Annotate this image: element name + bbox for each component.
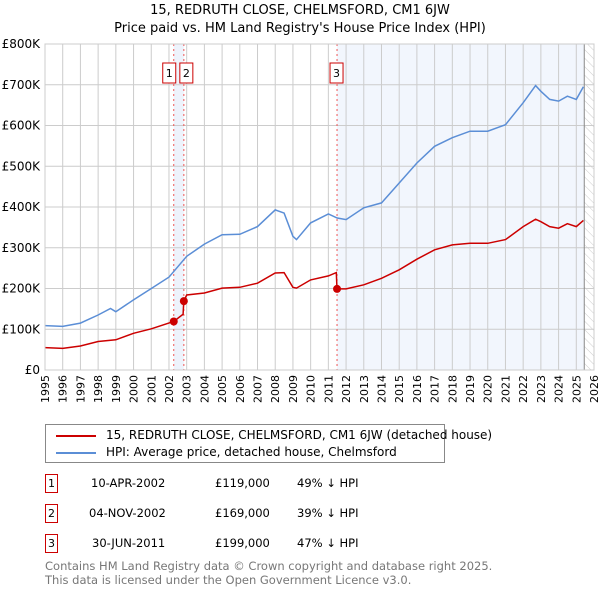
x-tick-label: 2021 (499, 375, 512, 403)
x-tick-label: 2018 (446, 375, 459, 403)
x-tick-label: 2003 (181, 375, 194, 403)
sale-price: £199,000 (215, 536, 270, 550)
legend-label: HPI: Average price, detached house, Chel… (106, 445, 397, 459)
y-tick-label: £300K (2, 241, 42, 255)
sale-row: 3 30-JUN-2011 £199,000 47% ↓ HPI (45, 534, 600, 556)
y-tick-label: £100K (2, 322, 42, 336)
sale-hpi-diff: 47% ↓ HPI (297, 536, 359, 550)
sale-label-box (179, 62, 194, 84)
hpi-line (44, 84, 585, 328)
sale-label-box (162, 62, 177, 84)
x-tick-label: 2002 (163, 375, 176, 403)
plot-border (44, 43, 595, 371)
x-tick-label: 2012 (340, 375, 353, 403)
sale-point (169, 317, 178, 326)
sale-hpi-diff: 39% ↓ HPI (297, 506, 359, 520)
x-tick-label: 1999 (110, 375, 123, 403)
sale-label: 1 (166, 67, 173, 80)
y-tick-label: £200K (2, 282, 42, 296)
sale-point (333, 284, 342, 293)
x-tick-label: 2001 (145, 375, 158, 403)
x-tick-label: 1995 (39, 375, 52, 403)
sale-date: 30-JUN-2011 (92, 536, 166, 550)
sale-hpi-diff: 49% ↓ HPI (297, 476, 359, 490)
x-tick-label: 2023 (535, 375, 548, 403)
footer-copyright: Contains HM Land Registry data © Crown c… (45, 559, 493, 573)
sale-badge: 3 (45, 534, 58, 553)
sale-row: 2 04-NOV-2002 £169,000 39% ↓ HPI (45, 504, 600, 526)
legend-label: 15, REDRUTH CLOSE, CHELMSFORD, CM1 6JW (… (106, 428, 493, 442)
x-tick-label: 2024 (553, 375, 566, 403)
sale-price: £169,000 (215, 506, 270, 520)
sale-row: 1 10-APR-2002 £119,000 49% ↓ HPI (45, 474, 600, 496)
sale-price: £119,000 (215, 476, 270, 490)
y-tick-label: £0 (25, 363, 40, 377)
x-tick-label: 2025 (570, 375, 583, 403)
sale-badge: 1 (45, 474, 58, 493)
x-tick-label: 2014 (375, 375, 388, 403)
sale-point (179, 297, 188, 306)
legend-swatch-blue (56, 451, 96, 454)
sale-badge: 2 (45, 504, 58, 523)
chart-subtitle: Price paid vs. HM Land Registry's House … (114, 21, 486, 36)
x-tick-label: 2005 (216, 375, 229, 403)
y-tick-label: £700K (2, 78, 42, 92)
x-tick-label: 2007 (252, 375, 265, 403)
y-tick-label: £400K (2, 200, 42, 214)
x-tick-label: 2026 (588, 375, 600, 403)
x-tick-label: 2013 (358, 375, 371, 403)
x-tick-label: 2004 (198, 375, 211, 403)
chart-title: 15, REDRUTH CLOSE, CHELMSFORD, CM1 6JW (150, 3, 450, 18)
x-tick-label: 2016 (411, 375, 424, 403)
x-tick-label: 2006 (234, 375, 247, 403)
x-tick-label: 2010 (305, 375, 318, 403)
x-tick-label: 2011 (322, 375, 335, 403)
sale-label-box (329, 62, 344, 84)
plot-area: £0 £100K £200K £300K £400K £500K £600K £700K £80… (2, 37, 600, 403)
sale-date: 04-NOV-2002 (89, 506, 166, 520)
y-tick-label: £800K (2, 37, 42, 51)
y-tick-label: £600K (2, 119, 42, 133)
legend-swatch-red (56, 434, 96, 437)
x-tick-label: 2000 (128, 375, 141, 403)
x-tick-label: 2019 (464, 375, 477, 403)
legend: 15, REDRUTH CLOSE, CHELMSFORD, CM1 6JW (… (45, 424, 492, 463)
legend-item-property: 15, REDRUTH CLOSE, CHELMSFORD, CM1 6JW (… (56, 427, 492, 444)
x-tick-label: 2020 (482, 375, 495, 403)
y-tick-label: £500K (2, 159, 42, 173)
x-tick-label: 2022 (517, 375, 530, 403)
footer-licence: This data is licensed under the Open Gov… (45, 573, 412, 587)
x-tick-label: 1996 (57, 375, 70, 403)
x-tick-label: 1998 (92, 375, 105, 403)
x-tick-label: 2017 (429, 375, 442, 403)
sale-label: 2 (183, 67, 190, 80)
sale-label: 3 (333, 67, 340, 80)
x-tick-label: 2009 (287, 375, 300, 403)
x-tick-label: 1997 (74, 375, 87, 403)
price-paid-line (44, 218, 584, 350)
x-tick-label: 2015 (393, 375, 406, 403)
sale-date: 10-APR-2002 (91, 476, 166, 490)
legend-item-hpi: HPI: Average price, detached house, Chel… (56, 444, 397, 461)
x-tick-label: 2008 (269, 375, 282, 403)
